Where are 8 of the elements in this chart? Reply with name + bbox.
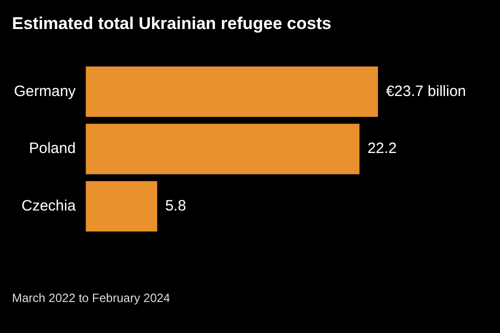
y-tick-label: Poland (28, 140, 76, 158)
chart-title: Estimated total Ukrainian refugee costs (11, 13, 332, 34)
data-label: 22.2 (367, 140, 397, 158)
text: March 2022 to February 2024 (12, 290, 172, 306)
y-tick-label: Czechia (21, 197, 76, 214)
y-tick-label: Germany (14, 82, 76, 100)
data-label: 5.8 (165, 197, 186, 214)
data-label: €23.7 billion (386, 82, 466, 100)
